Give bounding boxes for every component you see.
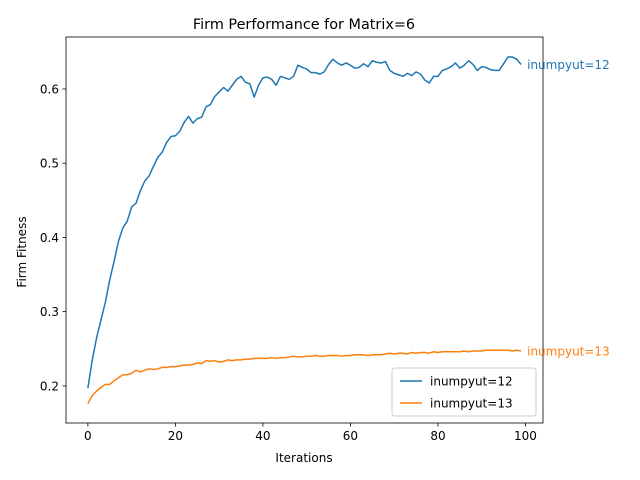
x-axis-label: Iterations — [275, 451, 332, 465]
legend-label-2: inumpyut=13 — [430, 397, 513, 411]
x-tick-label-1: 20 — [168, 429, 183, 443]
y-tick-label-1: 0.3 — [40, 305, 59, 319]
y-tick-label-4: 0.6 — [40, 82, 59, 96]
x-tick-label-2: 40 — [255, 429, 270, 443]
series-lines — [87, 56, 522, 405]
legend-box — [391, 367, 537, 417]
series-line-1 — [87, 56, 522, 389]
series-line-2 — [87, 349, 522, 405]
plot-frame — [65, 36, 544, 424]
chart-title: Firm Performance for Matrix=6 — [193, 17, 415, 33]
y-tick-label-2: 0.4 — [40, 231, 59, 245]
series-end-labels: inumpyut=12 inumpyut=13 — [527, 58, 610, 359]
series-end-label-1: inumpyut=12 — [527, 58, 610, 72]
x-tick-label-4: 80 — [430, 429, 445, 443]
y-axis-label: Firm Fitness — [15, 216, 29, 287]
x-tick-label-3: 60 — [343, 429, 358, 443]
legend-label-1: inumpyut=12 — [430, 375, 513, 389]
series-end-label-2: inumpyut=13 — [527, 344, 610, 358]
x-tick-label-0: 0 — [84, 429, 92, 443]
legend: inumpyut=12 inumpyut=13 — [391, 367, 537, 417]
ticks: 0 20 40 60 80 100 0.2 0.3 0.4 0.5 0.6 — [40, 82, 537, 443]
y-tick-label-0: 0.2 — [40, 379, 59, 393]
axes — [65, 36, 544, 424]
y-tick-label-3: 0.5 — [40, 157, 59, 171]
x-tick-label-5: 100 — [514, 429, 537, 443]
